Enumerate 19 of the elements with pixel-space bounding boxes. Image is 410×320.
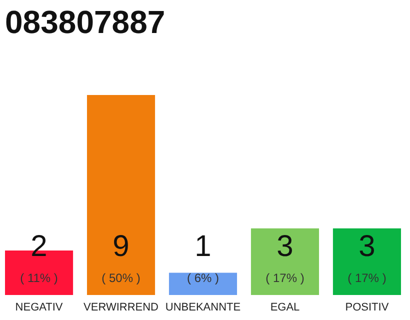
- chart-title: 083807887: [5, 4, 166, 40]
- x-tick-label: NEGATIV: [15, 302, 64, 314]
- data-label: 3: [276, 230, 294, 263]
- bar: [168, 272, 238, 295]
- annotation: ( 11% ): [20, 271, 58, 285]
- data-label: 9: [112, 230, 130, 263]
- x-tick-label: EGAL: [270, 302, 300, 314]
- x-tick-label: UNBEKANNTE: [165, 302, 241, 314]
- data-label: 3: [358, 230, 376, 263]
- bar: [332, 228, 401, 295]
- annotation: ( 17% ): [348, 271, 386, 285]
- x-tick-label: POSITIV: [345, 302, 390, 314]
- annotation: ( 50% ): [102, 271, 140, 285]
- data-label: 1: [194, 230, 212, 263]
- annotation: ( 6% ): [186, 271, 220, 285]
- bar: [86, 95, 156, 295]
- annotation: ( 17% ): [266, 271, 304, 285]
- x-tick-label: VERWIRREND: [84, 302, 159, 314]
- bar: [250, 228, 320, 295]
